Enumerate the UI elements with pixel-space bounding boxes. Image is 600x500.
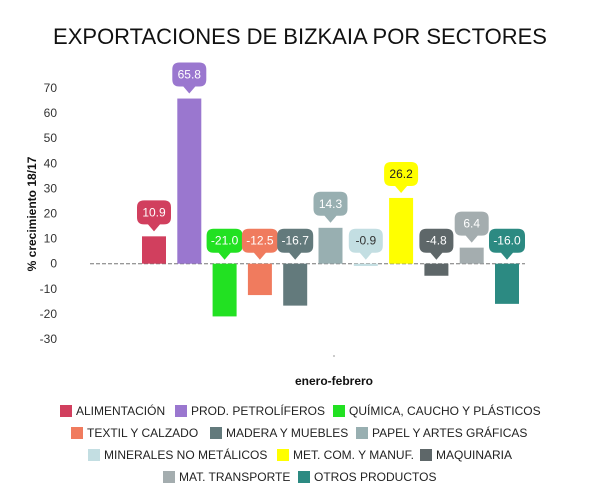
bar-minerales-no-metálicos: [353, 263, 378, 266]
data-label: -16.7: [282, 234, 310, 248]
bar-prod-petrolíferos: [177, 98, 202, 264]
y-tick-label: 50: [44, 131, 58, 145]
legend-swatch: [88, 449, 100, 461]
data-label-bubble: [313, 191, 348, 223]
y-axis-label: % crecimiento 18/17: [25, 156, 39, 271]
legend-swatch: [163, 471, 175, 483]
bar-alimentación: [142, 236, 166, 264]
legend-label: QUÍMICA, CAUCHO Y PLÁSTICOS: [349, 403, 541, 418]
bar-madera-y-muebles: [283, 263, 308, 306]
data-label: 6.4: [463, 217, 480, 231]
data-label: -4.8: [426, 234, 447, 248]
data-label: -16.0: [493, 234, 521, 248]
legend-label: OTROS PRODUCTOS: [314, 470, 436, 484]
y-tick-label: 40: [44, 156, 58, 170]
x-axis-label: enero-febrero: [295, 374, 373, 388]
data-label: 14.3: [319, 197, 343, 211]
bar-otros-productos: [495, 263, 519, 304]
legend-swatch: [210, 427, 222, 439]
legend-swatch: [71, 427, 83, 439]
data-label: -12.5: [246, 234, 274, 248]
data-labels: 10.9 65.8 -21.0 -12.5 -16.7 14.3 -0.9 26.2 -4.8 6…: [137, 62, 525, 260]
data-label-bubble: [277, 228, 314, 260]
y-tick-label: -30: [40, 332, 58, 346]
bar-textil-y-calzado: [247, 263, 272, 296]
legend-swatch: [356, 427, 368, 439]
y-tick-label: 10: [44, 232, 58, 246]
legend: ALIMENTACIÓN PROD. PETROLÍFEROS QUÍMICA, C…: [60, 403, 541, 484]
bar-mat-transporte: [459, 247, 484, 264]
legend-swatch: [333, 405, 345, 417]
y-tick-label: 0: [50, 257, 57, 271]
data-label: -21.0: [211, 234, 239, 248]
legend-swatch: [298, 471, 310, 483]
data-label: 10.9: [142, 205, 166, 219]
legend-label: MINERALES NO METÁLICOS: [104, 447, 267, 462]
bars: [142, 98, 519, 317]
legend-label: MAQUINARIA: [436, 448, 512, 462]
data-label: 26.2: [389, 167, 413, 181]
bar-papel-y-artes-gráficas: [318, 227, 343, 264]
legend-label: MAT. TRANSPORTE: [179, 470, 290, 484]
legend-label: TEXTIL Y CALZADO: [87, 426, 198, 440]
y-tick-label: 20: [44, 207, 58, 221]
data-label-bubble: [206, 228, 243, 260]
data-label-bubble: [384, 161, 419, 193]
y-tick-label: 30: [44, 181, 58, 195]
legend-swatch: [277, 449, 289, 461]
legend-label: MADERA Y MUEBLES: [226, 426, 348, 440]
y-tick-label: -20: [40, 307, 58, 321]
y-axis-ticks: 70 60 50 40 30 20 10 0 -10 -20 -30: [40, 81, 58, 346]
legend-label: PAPEL Y ARTES GRÁFICAS: [372, 425, 527, 440]
data-label-bubble: [348, 228, 383, 260]
data-label-bubble: [419, 228, 454, 260]
data-label-bubble: [489, 228, 525, 260]
data-label: -0.9: [355, 234, 376, 248]
data-label-bubble: [137, 200, 171, 232]
bar-met-com-y-manuf: [389, 197, 414, 264]
y-tick-label: 70: [44, 81, 58, 95]
y-axis-label-group: % crecimiento 18/17: [25, 156, 39, 271]
legend-swatch: [420, 449, 432, 461]
data-label-bubble: [172, 62, 207, 94]
chart-title: EXPORTACIONES DE BIZKAIA POR SECTORES: [53, 24, 547, 49]
legend-swatch: [175, 405, 187, 417]
legend-label: ALIMENTACIÓN: [76, 403, 165, 418]
y-tick-label: -10: [40, 282, 58, 296]
data-label-bubble: [241, 228, 278, 260]
legend-label: PROD. PETROLÍFEROS: [191, 403, 325, 418]
data-label: 65.8: [178, 68, 202, 82]
data-label-bubble: [454, 211, 489, 243]
bar-química-caucho-y-plásticos: [212, 263, 237, 317]
legend-swatch: [60, 405, 72, 417]
y-tick-label: 60: [44, 106, 58, 120]
legend-label: MET. COM. Y MANUF.: [293, 448, 414, 462]
bar-maquinaria: [424, 263, 449, 276]
